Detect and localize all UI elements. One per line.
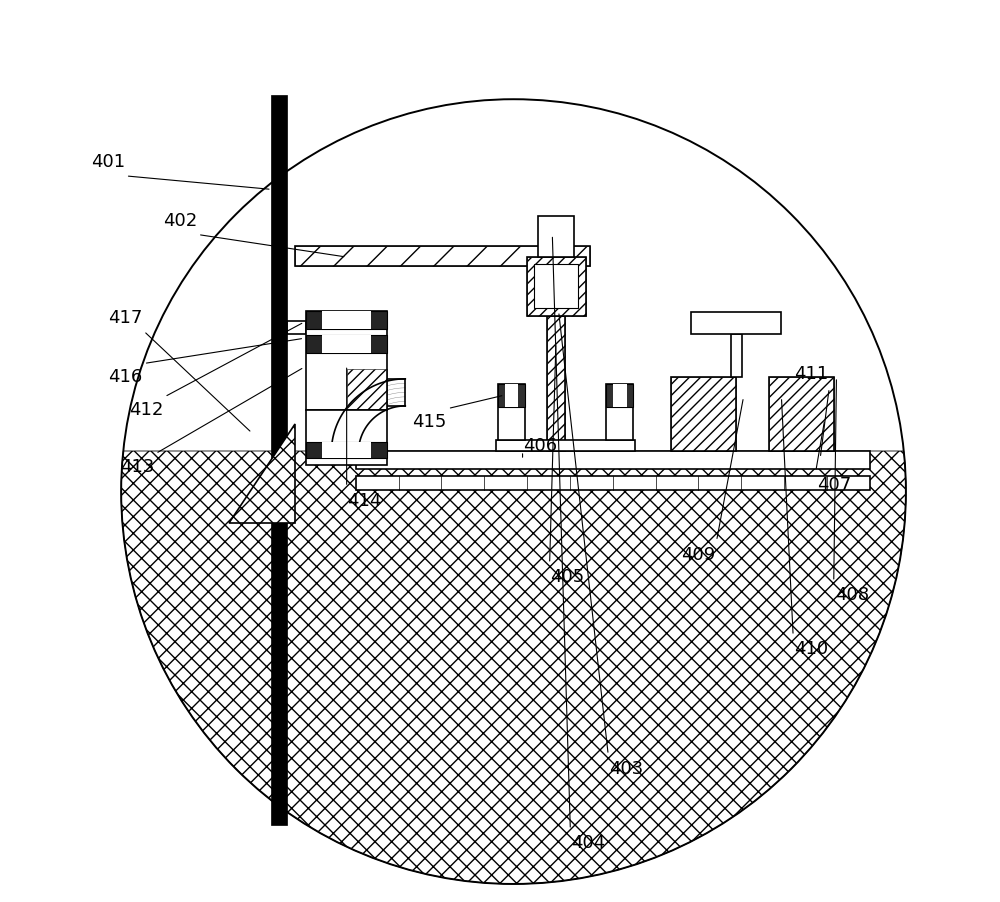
Bar	[498, 384, 525, 440]
Bar	[547, 316, 565, 451]
Text: 412: 412	[129, 401, 164, 419]
Bar	[295, 246, 590, 266]
Polygon shape	[121, 451, 906, 884]
Text: 402: 402	[163, 212, 197, 230]
Polygon shape	[229, 424, 295, 523]
Bar	[347, 369, 387, 410]
Bar	[538, 216, 574, 257]
Bar	[534, 264, 578, 308]
Bar	[306, 335, 387, 353]
Text: 408: 408	[835, 586, 869, 604]
Bar	[769, 377, 834, 451]
Bar	[505, 384, 518, 407]
Bar	[671, 377, 736, 451]
Bar	[356, 476, 870, 490]
Bar	[322, 442, 371, 458]
Text: 405: 405	[551, 568, 585, 586]
Bar	[547, 316, 565, 451]
Text: 411: 411	[794, 365, 828, 383]
Bar	[271, 95, 287, 825]
Bar	[322, 335, 371, 353]
Bar	[356, 451, 870, 469]
Bar	[527, 257, 586, 316]
Text: 407: 407	[817, 476, 851, 494]
Bar	[613, 384, 627, 407]
Bar	[496, 440, 635, 451]
Bar	[306, 442, 387, 458]
Bar	[606, 384, 633, 407]
Polygon shape	[121, 99, 906, 492]
Text: 413: 413	[120, 458, 155, 476]
Bar	[295, 246, 590, 266]
Bar	[731, 334, 742, 377]
Bar	[306, 311, 387, 329]
Text: 401: 401	[91, 153, 125, 171]
Text: 415: 415	[412, 413, 447, 431]
Bar	[322, 311, 371, 329]
Bar	[287, 321, 306, 334]
Text: 409: 409	[681, 546, 716, 564]
Bar	[306, 311, 387, 410]
Bar	[527, 257, 586, 316]
Bar	[306, 410, 387, 465]
Bar	[769, 377, 834, 451]
Bar	[691, 312, 781, 334]
Text: 406: 406	[524, 437, 558, 456]
Text: 416: 416	[109, 368, 143, 386]
Bar	[606, 384, 633, 440]
Text: 403: 403	[609, 759, 643, 778]
Text: 414: 414	[348, 492, 382, 510]
Text: 404: 404	[571, 834, 606, 852]
Text: 410: 410	[794, 640, 828, 658]
Bar	[498, 384, 525, 407]
Text: 417: 417	[108, 308, 143, 327]
Bar	[671, 377, 736, 451]
